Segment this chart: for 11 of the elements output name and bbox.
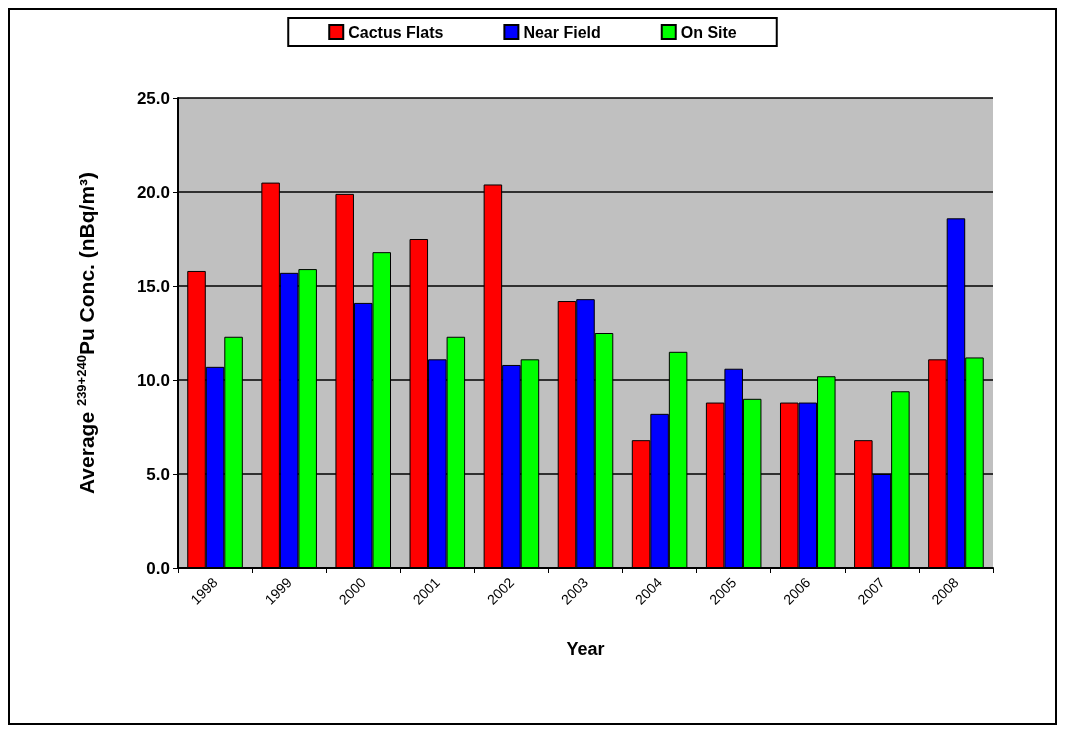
y-tick-label: 5.0 [146, 464, 170, 484]
y-tick-label: 15.0 [136, 276, 170, 296]
x-axis-title: Year [566, 639, 605, 659]
y-tick-label: 10.0 [136, 370, 170, 390]
y-axis-title: Average 239+240Pu Conc. (nBq/m³) [74, 171, 98, 495]
legend-label: On Site [680, 23, 737, 41]
y-tick-label: 0.0 [146, 558, 170, 578]
y-tick-label: 25.0 [136, 88, 170, 108]
y-tick-label: 20.0 [136, 182, 170, 202]
legend-label: Near Field [523, 23, 601, 41]
legend-label: Cactus Flats [348, 23, 444, 41]
